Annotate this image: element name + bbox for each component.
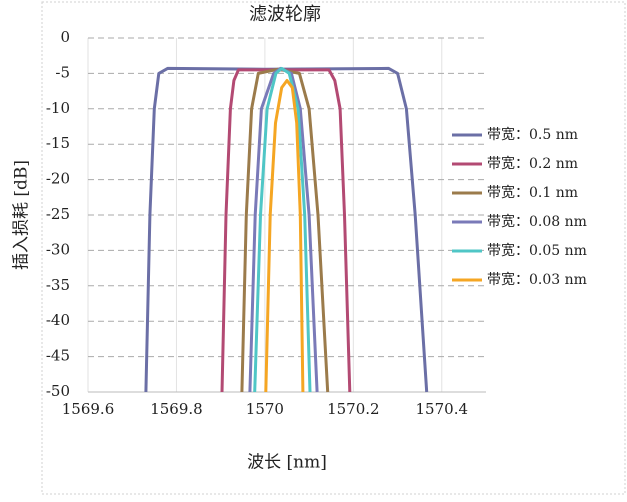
legend-label: 带宽：0.1 nm <box>487 184 578 201</box>
y-tick-label: -30 <box>46 240 70 258</box>
y-tick-label: -20 <box>46 170 70 188</box>
legend-label: 带宽：0.05 nm <box>487 242 587 259</box>
legend-label: 带宽：0.03 nm <box>487 271 587 288</box>
frame <box>41 1 626 495</box>
series-line <box>144 66 429 393</box>
y-tick-label: 0 <box>60 28 70 46</box>
legend-label: 带宽：0.5 nm <box>487 126 578 143</box>
y-tick-label: -45 <box>46 347 70 365</box>
y-axis-label: 插入损耗 [dB] <box>12 160 32 270</box>
y-tick-label: -35 <box>46 276 70 294</box>
y-tick-label: -40 <box>46 311 70 329</box>
series-line <box>220 68 352 393</box>
y-tick-label: -10 <box>46 99 70 117</box>
x-tick-label: 1570 <box>246 400 284 418</box>
x-tick-label: 1570.4 <box>416 400 469 418</box>
series-line <box>253 66 312 393</box>
legend-label: 带宽：0.08 nm <box>487 213 587 230</box>
y-tick-label: -5 <box>55 63 70 81</box>
x-axis-label: 波长 [nm] <box>247 453 327 473</box>
series-line <box>264 79 305 393</box>
y-tick-label: -50 <box>46 382 70 400</box>
x-tick-label: 1570.2 <box>327 400 380 418</box>
legend-label: 带宽：0.2 nm <box>487 155 578 172</box>
y-tick-label: -25 <box>46 205 70 223</box>
chart-title: 滤波轮廓 <box>249 4 321 25</box>
x-tick-label: 1569.8 <box>150 400 203 418</box>
x-tick-label: 1569.6 <box>62 400 115 418</box>
y-tick-label: -15 <box>46 134 70 152</box>
